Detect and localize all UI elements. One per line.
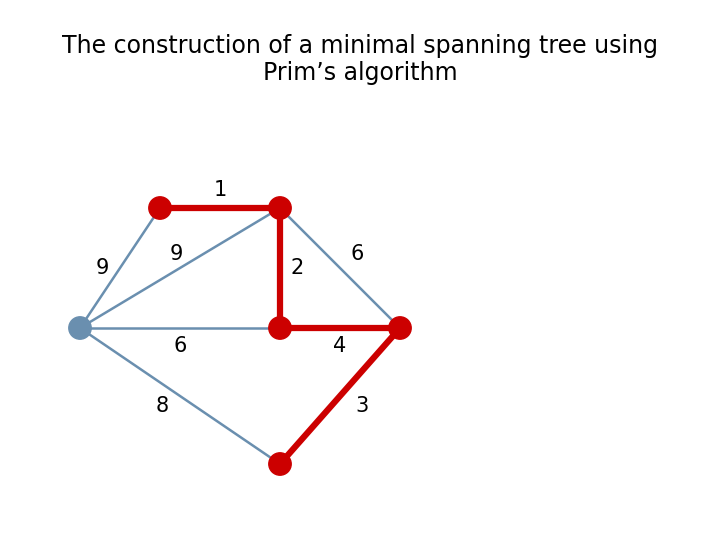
Text: The construction of a minimal spanning tree using
Prim’s algorithm: The construction of a minimal spanning t… [62,33,658,85]
Text: 4: 4 [333,335,346,356]
Circle shape [69,317,91,339]
Circle shape [269,317,291,339]
Text: 8: 8 [156,396,169,416]
Circle shape [389,317,411,339]
Circle shape [269,453,291,475]
Circle shape [149,197,171,219]
Text: 9: 9 [169,244,183,264]
Text: 9: 9 [96,258,109,278]
Text: 3: 3 [356,396,369,416]
Text: 1: 1 [213,180,227,200]
Text: 2: 2 [291,258,305,278]
Circle shape [269,197,291,219]
Text: 6: 6 [351,244,364,264]
Text: 6: 6 [174,335,186,356]
